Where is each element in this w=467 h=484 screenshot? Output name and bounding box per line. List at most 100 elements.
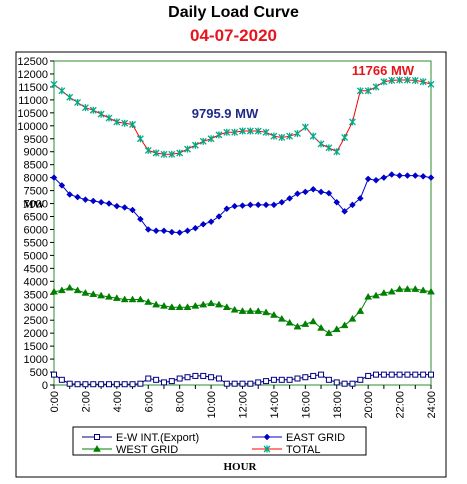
west-grid-point (293, 322, 302, 330)
total-point (231, 128, 239, 136)
west-grid-point (199, 300, 208, 308)
east-grid-point (199, 220, 207, 228)
e-w-int-export-point (294, 375, 301, 382)
west-grid-point (97, 291, 106, 299)
e-w-int-export-point (121, 381, 128, 388)
east-grid-point (184, 227, 191, 235)
east-grid-point (309, 185, 317, 193)
e-w-int-export-point (98, 381, 105, 388)
x-tick-label: 4:00 (112, 391, 124, 412)
legend-box (72, 426, 367, 456)
west-grid-point (395, 285, 404, 292)
y-tick-label: 4500 (24, 263, 48, 275)
e-w-int-export-point (192, 372, 199, 379)
y-tick-label: 1000 (24, 354, 48, 366)
west-grid-point (324, 329, 333, 336)
total-point (254, 127, 262, 135)
total-point (81, 104, 89, 112)
total-point (419, 78, 427, 86)
total-point (184, 145, 191, 153)
total-point (207, 135, 215, 143)
west-grid-point (379, 288, 388, 296)
x-tick-label: 14:00 (269, 391, 281, 419)
east-grid-point (152, 227, 160, 235)
west-grid-point (105, 292, 113, 300)
west-grid-point (191, 301, 200, 309)
y-tick-label: 5000 (24, 250, 48, 262)
total-point (411, 76, 419, 84)
total-point (66, 93, 74, 101)
y-tick-label: 3000 (24, 302, 48, 314)
east-grid-point (121, 204, 129, 211)
total-point (278, 133, 286, 141)
west-grid-point (411, 285, 420, 292)
total-point (270, 132, 278, 140)
e-w-int-export-point (145, 375, 152, 382)
e-w-int-export-point (373, 371, 380, 378)
y-tick-label: 12000 (17, 69, 48, 81)
east-grid-point (97, 198, 105, 206)
e-w-int-export-point (184, 374, 191, 381)
east-grid-point (317, 188, 325, 196)
x-tick-label: 20:00 (363, 391, 375, 419)
east-grid-point (207, 218, 215, 226)
west-grid-point (120, 295, 129, 303)
east-grid-point (278, 198, 286, 206)
e-w-int-export-point (341, 380, 348, 387)
east-grid-point (231, 202, 238, 210)
east-grid-point (388, 171, 396, 178)
total-point (144, 146, 152, 154)
total-point (215, 131, 223, 139)
east-grid-point (270, 201, 278, 209)
west-grid-point (81, 288, 90, 296)
e-w-int-export-point (90, 381, 97, 388)
e-w-int-export-point (66, 380, 73, 387)
total-point (294, 130, 301, 138)
east-grid-point (262, 201, 270, 209)
x-tick-label: 6:00 (143, 391, 155, 412)
chart-title: Daily Load Curve (168, 4, 299, 21)
y-tick-label: 9500 (24, 134, 48, 146)
east-grid-point (419, 172, 427, 180)
west-grid-point (269, 311, 278, 318)
e-w-int-export-point (239, 380, 246, 387)
total-point (239, 127, 246, 135)
legend-marker-total (263, 445, 271, 453)
west-grid-point (50, 287, 58, 295)
east-grid-point (239, 202, 246, 209)
total-point (152, 149, 160, 157)
x-tick-label: 12:00 (238, 391, 250, 419)
e-w-int-export-point (223, 380, 230, 387)
east-grid-point (364, 175, 372, 183)
e-w-int-export-point (380, 371, 387, 378)
e-w-int-export-point (349, 380, 356, 387)
east-grid-point (396, 172, 403, 179)
west-grid-point (175, 303, 184, 310)
e-w-int-export-point (247, 380, 254, 387)
e-w-int-export-point (74, 381, 81, 388)
y-tick-label: 5500 (24, 237, 48, 249)
east-grid-point (294, 190, 301, 198)
x-axis-label: HOUR (224, 461, 258, 473)
total-point (388, 76, 396, 84)
total-point (301, 123, 309, 131)
east-grid-point (411, 172, 419, 179)
e-w-int-export-point (325, 376, 332, 383)
legend-marker-west-grid (93, 445, 101, 452)
east-grid-point (380, 174, 388, 181)
e-w-int-export-point (200, 372, 207, 379)
west-grid-point (215, 300, 223, 308)
y-tick-label: 500 (30, 367, 48, 379)
total-point (50, 80, 58, 88)
west-grid-point (73, 286, 82, 294)
total-point (129, 121, 137, 129)
midday-total-annotation: 9795.9 MW (192, 106, 259, 121)
total-point (58, 87, 66, 95)
y-tick-label: 12500 (17, 56, 48, 68)
y-tick-label: 10500 (17, 108, 48, 120)
east-grid-point (301, 188, 309, 196)
east-grid-point (113, 202, 121, 210)
west-grid-point (128, 295, 137, 303)
y-tick-label: 11500 (18, 82, 48, 94)
